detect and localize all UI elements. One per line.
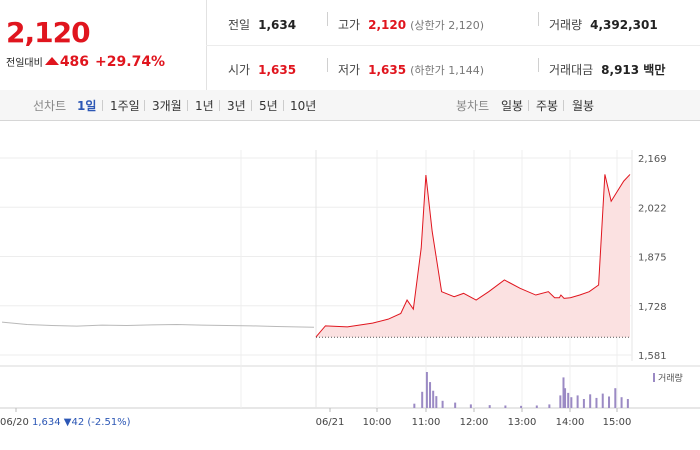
- volume-bar: [620, 397, 623, 408]
- volume-bar: [441, 400, 444, 408]
- line-chart-label: 선차트: [33, 99, 67, 113]
- candle-chart-label: 봉차트: [456, 99, 490, 113]
- volume-bar: [488, 405, 491, 408]
- price-plot: [1, 174, 631, 338]
- volume-bar: [608, 396, 611, 408]
- volume-bar: [432, 390, 435, 408]
- current-price: 2,120: [6, 16, 91, 49]
- intraday-price-chart[interactable]: 2,169 2,022 1,875 1,728 1,581 06/20 06/21 10:0…: [0, 122, 700, 450]
- y-tick-label: 1,875: [638, 253, 667, 264]
- x-tick-label: 06/21: [316, 417, 345, 428]
- volume-legend: 거래량: [653, 372, 683, 384]
- volume-bar: [582, 399, 585, 408]
- change-percent: +29.74%: [95, 54, 166, 70]
- volume-plot: [413, 372, 629, 408]
- current-price-box: 2,120 전일대비 486 +29.74%: [0, 0, 207, 90]
- series-prev-day-line: [1, 321, 315, 328]
- volume-bar: [570, 397, 573, 408]
- volume-bar: [469, 404, 472, 408]
- volume-bar: [520, 405, 523, 408]
- prev-day-value: 1,634 ▼42 (-2.51%): [32, 417, 131, 428]
- up-arrow-icon: [44, 57, 59, 65]
- volume-bar: [429, 382, 432, 408]
- price-change: 전일대비 486 +29.74%: [6, 54, 165, 70]
- stat-volume: 거래량 4,392,301: [549, 18, 658, 32]
- x-tick-label: 10:00: [363, 417, 392, 428]
- y-tick-label: 1,581: [638, 351, 667, 362]
- series-today-line: [315, 174, 631, 338]
- volume-bar: [535, 405, 538, 408]
- volume-bar: [435, 396, 438, 408]
- tab-3-months[interactable]: 3개월: [152, 99, 182, 113]
- volume-bar: [559, 395, 562, 408]
- change-label: 전일대비: [6, 58, 43, 69]
- series-today-area: [316, 174, 630, 338]
- tab-1-year[interactable]: 1년: [195, 99, 214, 113]
- prev-day-close-note: 06/20 1,634 ▼42 (-2.51%): [0, 417, 131, 428]
- tab-3-years[interactable]: 3년: [227, 99, 246, 113]
- chart-grid: [0, 150, 700, 412]
- volume-bar: [595, 397, 598, 408]
- volume-bar: [454, 402, 457, 408]
- volume-bar: [576, 395, 579, 408]
- x-tick-label: 15:00: [603, 417, 632, 428]
- volume-bar: [567, 392, 570, 408]
- tab-1-week[interactable]: 1주일: [110, 99, 140, 113]
- volume-bar: [614, 388, 617, 408]
- stat-low: 저가 1,635 (하한가 1,144): [338, 63, 484, 77]
- stat-high: 고가 2,120 (상한가 2,120): [338, 18, 484, 32]
- x-tick-label: 13:00: [508, 417, 537, 428]
- volume-bar: [562, 377, 565, 408]
- y-axis-labels: 2,169 2,022 1,875 1,728 1,581: [638, 154, 667, 362]
- volume-bar: [548, 404, 551, 408]
- stat-prev-close: 전일 1,634: [228, 18, 297, 32]
- volume-bar: [601, 393, 604, 408]
- volume-bar: [425, 372, 428, 408]
- x-tick-label: 14:00: [556, 417, 585, 428]
- price-summary: 2,120 전일대비 486 +29.74% 전일 1,634 고가 2,120 (상한가…: [0, 0, 700, 91]
- volume-bar: [421, 391, 424, 408]
- volume-bar: [564, 388, 567, 408]
- prev-day-date: 06/20: [0, 417, 32, 428]
- tab-10-years[interactable]: 10년: [290, 99, 317, 113]
- tab-weekly-candle[interactable]: 주봉: [536, 99, 559, 113]
- volume-bar: [589, 394, 592, 408]
- volume-legend-label: 거래량: [658, 372, 683, 384]
- change-amount: 486: [59, 54, 90, 70]
- stat-trade-value: 거래대금 8,913 백만: [549, 63, 666, 77]
- stat-open: 시가 1,635: [228, 63, 297, 77]
- y-tick-label: 2,169: [638, 154, 667, 165]
- y-tick-label: 2,022: [638, 203, 667, 214]
- volume-bar: [626, 399, 629, 408]
- tab-1-day[interactable]: 1일: [77, 99, 97, 113]
- tab-monthly-candle[interactable]: 월봉: [572, 99, 595, 113]
- volume-bar: [413, 403, 416, 408]
- volume-bar: [504, 405, 507, 408]
- x-tick-label: 11:00: [412, 417, 441, 428]
- y-tick-label: 1,728: [638, 302, 667, 313]
- x-tick-label: 12:00: [460, 417, 489, 428]
- tab-daily-candle[interactable]: 일봉: [501, 99, 524, 113]
- volume-legend-swatch: [653, 373, 655, 382]
- chart-period-tabs: 선차트 1일 1주일 3개월 1년 3년 5년 10년 봉차트 일봉 주봉 월봉: [0, 90, 700, 121]
- tab-5-years[interactable]: 5년: [259, 99, 278, 113]
